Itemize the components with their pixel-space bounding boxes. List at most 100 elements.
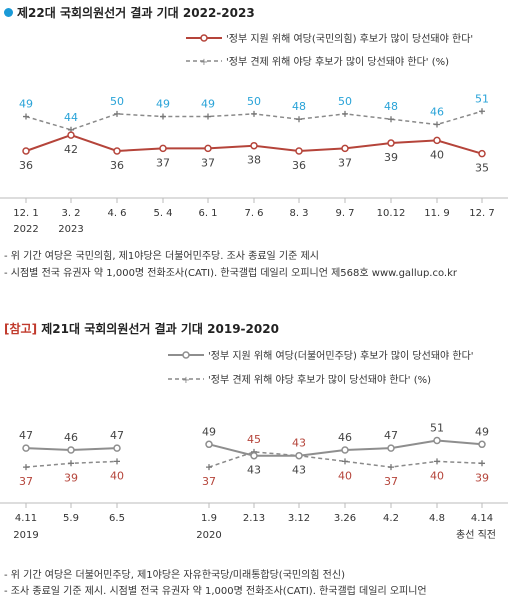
data-label-gov-support: 39	[384, 151, 398, 164]
year-label: 2022	[13, 224, 38, 235]
point-opposition	[206, 464, 212, 471]
data-label-opposition: 46	[430, 106, 444, 119]
data-label-opposition: 37	[384, 475, 398, 488]
data-label-gov-support: 49	[202, 425, 216, 438]
x-tick-label: 5.9	[63, 513, 79, 524]
chart1-title: 제22대 국회의원선거 결과 기대 2022-2023	[4, 4, 255, 21]
data-label-opposition: 37	[19, 475, 33, 488]
point-opposition	[160, 113, 166, 120]
data-label-opposition: 48	[292, 100, 306, 113]
x-tick-label: 7. 6	[244, 208, 263, 219]
data-label-gov-support: 43	[292, 464, 306, 477]
data-label-gov-support: 51	[430, 422, 444, 435]
x-tick-label: 12. 1	[13, 208, 38, 219]
x-tick-label: 3.12	[288, 513, 310, 524]
point-gov-support	[341, 144, 349, 153]
point-opposition	[434, 458, 440, 465]
data-label-opposition: 49	[19, 98, 33, 111]
data-label-gov-support: 37	[201, 156, 215, 169]
x-tick-label: 4.11	[15, 513, 37, 524]
data-label-gov-support: 42	[64, 143, 78, 156]
chart1-plot: '정부 지원 위해 여당(국민의힘) 후보가 많이 당선돼야 한다' + '정부 견…	[0, 32, 508, 235]
point-opposition	[296, 116, 302, 123]
year-label: 2020	[196, 530, 221, 541]
data-label-opposition: 45	[247, 433, 261, 446]
data-label-gov-support: 36	[19, 159, 33, 172]
data-label-gov-support: 47	[110, 429, 124, 442]
data-label-gov-support: 49	[475, 425, 489, 438]
point-opposition	[251, 110, 257, 117]
legend-label-opposition: '정부 견제 위해 야당 후보가 많이 당선돼야 한다' (%)	[208, 373, 431, 386]
x-tick-label: 8. 3	[289, 208, 308, 219]
point-opposition	[479, 460, 485, 467]
data-label-opposition: 50	[110, 95, 124, 108]
bullet-dot-icon	[4, 8, 13, 17]
data-label-opposition: 39	[475, 471, 489, 484]
data-label-opposition: 40	[110, 469, 124, 482]
point-gov-support	[204, 144, 212, 153]
chart2-title-prefix: [참고]	[4, 322, 38, 336]
data-label-opposition: 40	[430, 469, 444, 482]
data-label-gov-support: 46	[64, 431, 78, 444]
point-gov-support	[295, 147, 303, 155]
point-gov-support	[295, 451, 303, 460]
point-opposition	[388, 116, 394, 123]
point-gov-support	[433, 436, 441, 445]
legend-marker-gov-support	[182, 351, 190, 359]
data-label-opposition: 48	[384, 100, 398, 113]
point-opposition	[114, 110, 120, 117]
year-label: 2019	[13, 530, 38, 541]
legend-label-opposition: '정부 견제 위해 야당 후보가 많이 당선돼야 한다' (%)	[226, 55, 449, 68]
x-tick-label: 12. 7	[469, 208, 494, 219]
point-gov-support	[387, 139, 395, 147]
data-label-gov-support: 36	[292, 159, 306, 172]
data-label-opposition: 43	[292, 437, 306, 450]
chart2-note-1: - 위 기간 여당은 더불어민주당, 제1야당은 자유한국당/미래통합당(국민의…	[4, 570, 345, 581]
point-opposition	[342, 110, 348, 117]
point-opposition	[23, 464, 29, 471]
point-gov-support	[387, 444, 395, 452]
point-gov-support	[250, 451, 258, 460]
data-label-gov-support: 35	[475, 162, 489, 175]
chart1-note-2: - 시점별 전국 유권자 약 1,000명 전화조사(CATI). 한국갤럽 데…	[4, 268, 457, 279]
data-label-gov-support: 37	[156, 156, 170, 169]
x-tick-label: 4.14	[471, 513, 493, 524]
point-gov-support	[67, 131, 75, 139]
point-gov-support	[478, 440, 486, 449]
legend-marker-gov-support	[200, 34, 208, 42]
point-gov-support	[22, 147, 30, 155]
point-gov-support	[478, 149, 486, 158]
x-tick-label: 2.13	[243, 513, 265, 524]
point-gov-support	[67, 446, 75, 454]
data-label-opposition: 50	[338, 95, 352, 108]
x-tick-label: 4.2	[383, 513, 399, 524]
data-label-gov-support: 47	[19, 429, 33, 442]
point-gov-support	[250, 141, 258, 150]
point-opposition	[205, 113, 211, 120]
x-tick-label: 1.9	[201, 513, 217, 524]
data-label-gov-support: 38	[247, 154, 261, 167]
point-gov-support	[113, 444, 121, 452]
data-label-opposition: 40	[338, 469, 352, 482]
data-label-opposition: 39	[64, 471, 78, 484]
data-label-opposition: 37	[202, 475, 216, 488]
x-tick-label: 5. 4	[153, 208, 172, 219]
point-gov-support	[22, 444, 30, 452]
x-tick-label: 3. 2	[61, 208, 80, 219]
point-opposition	[114, 458, 120, 465]
point-gov-support	[159, 144, 167, 153]
x-tick-label: 9. 7	[335, 208, 354, 219]
x-tick-label: 11. 9	[424, 208, 449, 219]
data-label-gov-support: 46	[338, 431, 352, 444]
data-label-opposition: 44	[64, 111, 78, 124]
chart2-plot: '정부 지원 위해 여당(더불어민주당) 후보가 많이 당선돼야 한다' + '정부…	[0, 349, 508, 541]
legend-marker-opposition: +	[182, 375, 190, 386]
last-category-sublabel: 총선 직전	[456, 529, 496, 541]
data-label-gov-support: 47	[384, 429, 398, 442]
point-opposition	[434, 121, 440, 128]
point-opposition	[68, 460, 74, 467]
point-gov-support	[205, 440, 213, 449]
data-label-opposition: 49	[156, 98, 170, 111]
legend-marker-opposition: +	[200, 57, 208, 68]
point-gov-support	[113, 147, 121, 155]
